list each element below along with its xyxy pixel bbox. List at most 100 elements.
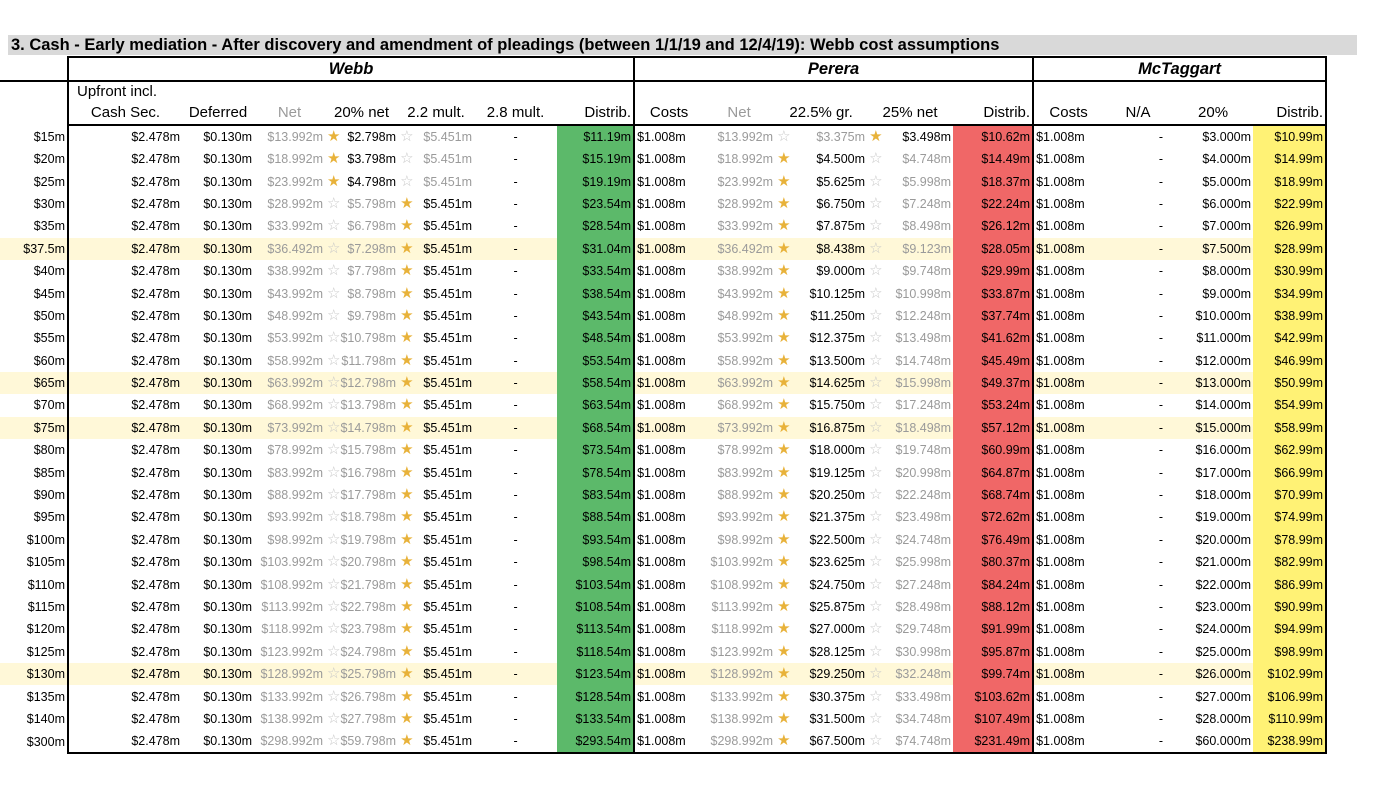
deferred-value: $0.130m [182,662,254,686]
mct-costs-value: $1.008m [1032,192,1104,216]
header-mct-20: 20% [1173,102,1254,126]
perera-net-value: $108.992m [710,577,774,592]
cell-value: $5.451m [423,219,473,234]
mct-costs-value: $1.008m [1032,125,1104,148]
header-perera-distrib: Distrib. [953,102,1034,126]
upfront-value: $2.478m [67,349,182,372]
webb-28mult-value: - [513,152,518,167]
webb-distrib-value: $11.19m [557,125,635,148]
perera-net-value: $128.992m [703,662,776,686]
mct-20-value: $7.500m [1173,237,1254,260]
table-row: $45m $2.478m $0.130m $43.992m ☆ $8.798m ★ $5.45… [0,282,1328,305]
webb-22mult-value: ★ $5.451m [398,416,475,440]
star-filled-icon: ★ [400,620,414,638]
cell-value: $5.451m [423,510,473,525]
mct-costs-value: $1.008m [1032,215,1104,238]
row-label: $130m [0,662,68,686]
perera-costs-value: $1.008m [633,551,704,574]
table-row: $120m $2.478m $0.130m $118.992m ☆ $23.798m ★ $5… [0,618,1328,641]
mct-20-value: $60.000m [1173,730,1254,755]
webb-28mult-value: - [474,237,558,260]
perera-distrib-value: $57.12m [953,416,1034,440]
perera-distrib-value: $37.74m [953,304,1034,328]
star-filled-icon: ★ [777,150,791,168]
webb-distrib-value: $88.54m [557,506,635,529]
perera-225gr-value: ★ $15.750m [775,394,867,416]
perera-costs-value: $1.008m [633,416,704,440]
mct-na-value: - [1158,622,1164,637]
mct-distrib-value: $238.99m [1253,730,1328,755]
mct-distrib-value: $66.99m [1253,461,1328,484]
mct-costs-value: $1.008m [1032,327,1104,350]
upfront-value: $2.478m [67,148,182,171]
cell-value: $17.248m [895,398,952,413]
webb-20net-value: ☆ $21.798m [325,573,398,595]
mct-na-value: - [1158,644,1164,659]
mct-20-value: $3.000m [1202,130,1252,144]
star-filled-icon: ★ [400,508,414,526]
mct-na-value: - [1158,264,1164,279]
cell-value: $74.748m [895,734,952,749]
net-value: $58.992m [267,353,323,368]
webb-20net-value: ☆ $20.798m [325,551,398,573]
webb-22mult-value: ★ $5.451m [398,461,474,483]
mct-na-value: - [1103,662,1174,686]
cell-value: $6.750m [816,196,866,211]
cell-value: $20.798m [340,555,397,570]
perera-distrib-value: $60.99m [953,439,1034,462]
row-label: $95m [33,510,65,525]
upfront-value: $2.478m [67,483,182,507]
cell-value: $5.451m [423,600,473,614]
star-outline-icon: ☆ [327,351,341,369]
mct-distrib-value: $28.99m [1253,237,1328,260]
cell-value: $5.451m [423,734,473,749]
perera-distrib-value: $49.37m [953,371,1034,395]
mct-20-value: $6.000m [1202,196,1252,211]
perera-costs-value: $1.008m [633,595,704,619]
perera-25net-value: ☆ $9.123m [867,237,954,260]
deferred-value: $0.130m [203,644,252,659]
webb-28mult-value: - [474,662,558,686]
net-value: $28.992m [267,196,323,211]
perera-25net-value: ★ $3.498m [867,125,953,148]
webb-distrib-value: $98.54m [557,551,635,574]
perera-25net-value: ☆ $74.748m [867,730,954,755]
perera-225gr-value: ★ $16.875m [775,416,868,440]
mct-20-value: $12.000m [1195,353,1252,368]
row-label: $300m [26,734,65,749]
perera-25net-value: ☆ $30.998m [867,641,953,663]
cell-value: $34.748m [895,711,952,726]
table-row: $20m $2.478m $0.130m $18.992m ★ $3.798m ☆ $5.45… [0,148,1328,171]
perera-25net-value: ☆ $28.498m [867,596,953,618]
cell-value: $22.248m [895,488,952,503]
perera-distrib-value: $80.37m [953,551,1034,574]
deferred-value: $0.130m [203,353,252,368]
star-filled-icon: ★ [400,642,414,660]
cell-value: $25.798m [340,667,397,682]
deferred-value: $0.130m [203,308,252,323]
webb-22mult-value: ★ $5.451m [398,260,474,282]
perera-net-value: $133.992m [710,689,774,704]
mct-distrib-value: $18.99m [1253,170,1328,193]
perera-225gr-value: ★ $8.438m [775,237,868,260]
mct-na-value: - [1158,689,1164,704]
star-outline-icon: ☆ [869,217,883,235]
header-row-2: Cash Sec. Deferred Net 20% net 2.2 mult.… [0,102,1328,126]
mct-20-value: $5.000m [1202,174,1252,189]
table-row: $300m $2.478m $0.130m $298.992m ☆ $59.798m ★ $5… [0,730,1328,755]
perera-25net-value: ☆ $17.248m [867,394,953,416]
net-value: $88.992m [267,488,323,503]
upfront-value: $2.478m [67,730,182,755]
mct-distrib-value: $98.99m [1253,640,1328,663]
cell-value: $28.125m [809,644,866,659]
deferred-value: $0.130m [203,622,252,637]
mct-20-value: $27.000m [1195,689,1252,704]
perera-net-value: $43.992m [717,286,774,301]
mct-20-value: $25.000m [1195,644,1252,659]
perera-costs-value: $1.008m [633,730,704,755]
upfront-value: $2.478m [67,416,182,440]
table-row: $15m $2.478m $0.130m $13.992m ★ $2.798m ☆ $5.45… [0,125,1328,148]
upfront-value: $2.478m [67,439,182,462]
mct-costs-value: $1.008m [1032,595,1104,619]
webb-28mult-value: - [513,555,518,570]
